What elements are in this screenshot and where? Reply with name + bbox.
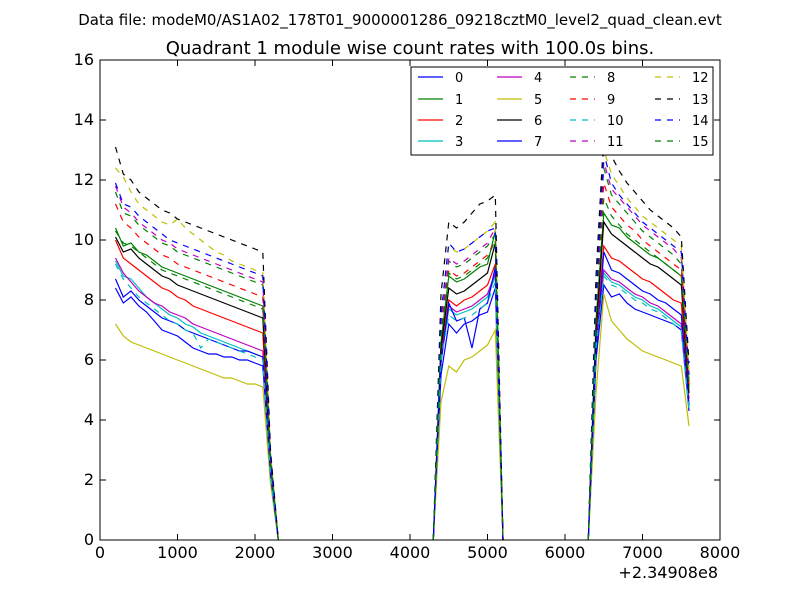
legend-label-3: 3 [455,135,463,150]
chart-title: Quadrant 1 module wise count rates with … [166,38,655,59]
y-tick-label: 8 [84,290,94,309]
y-tick-label: 6 [84,350,94,369]
y-tick-label: 0 [84,530,94,549]
y-tick-label: 16 [74,50,94,69]
legend-label-14: 14 [692,114,709,129]
x-tick-label: 5000 [467,543,508,562]
legend-label-0: 0 [455,71,463,86]
x-tick-label: 8000 [700,543,741,562]
legend-label-15: 15 [692,135,709,150]
x-tick-label: 4000 [390,543,431,562]
x-tick-label: 6000 [545,543,586,562]
legend-label-1: 1 [455,93,463,108]
legend-label-5: 5 [534,93,542,108]
y-tick-label: 2 [84,470,94,489]
legend-label-2: 2 [455,114,463,129]
x-tick-label: 1000 [157,543,198,562]
x-axis-offset: +2.34908e8 [618,563,718,582]
legend-label-12: 12 [692,71,709,86]
legend-label-6: 6 [534,114,542,129]
x-tick-label: 7000 [622,543,663,562]
y-tick-label: 12 [74,170,94,189]
x-tick-label: 0 [95,543,105,562]
y-tick-label: 14 [74,110,94,129]
legend-label-4: 4 [534,71,542,86]
legend-label-10: 10 [607,114,624,129]
y-tick-label: 4 [84,410,94,429]
data-file-title: Data file: modeM0/AS1A02_178T01_90000012… [78,11,722,30]
legend-label-13: 13 [692,93,709,108]
y-tick-label: 10 [74,230,94,249]
legend-label-9: 9 [607,93,615,108]
legend-label-8: 8 [607,71,615,86]
x-tick-label: 3000 [312,543,353,562]
legend-label-11: 11 [607,135,624,150]
legend-label-7: 7 [534,135,542,150]
x-tick-label: 2000 [235,543,276,562]
